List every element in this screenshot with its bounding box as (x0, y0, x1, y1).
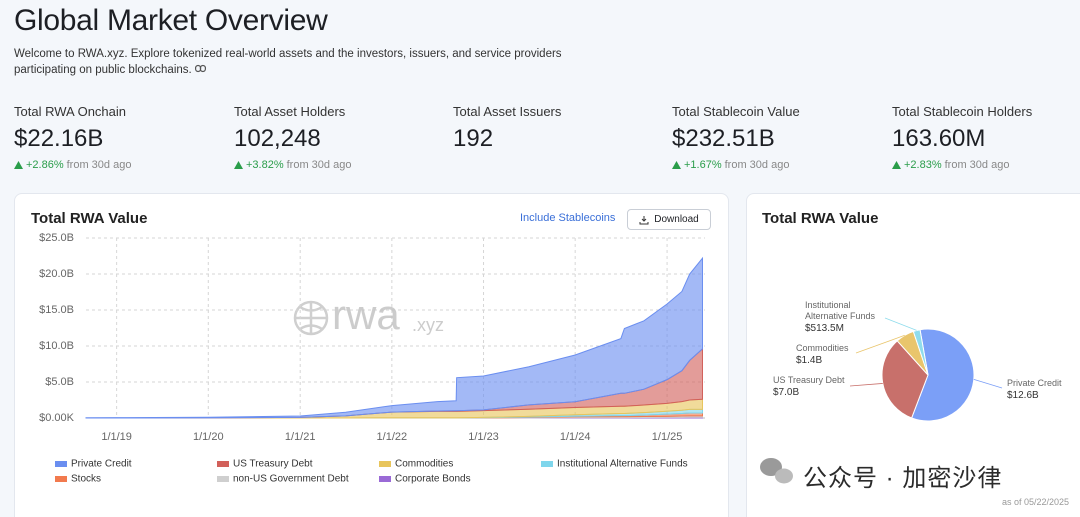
up-arrow-shape (234, 161, 243, 169)
pie-footnote: as of 05/22/2025 (1002, 497, 1070, 507)
pie-label-name: Commodities (796, 343, 849, 353)
stat-card: Total Asset Holders 102,248 +3.82% from 30d… (234, 104, 444, 171)
stat-change-percent: +2.83% (904, 159, 942, 171)
legend-label: US Treasury Debt (233, 459, 313, 470)
link-icon (194, 64, 206, 73)
legend-label: Commodities (395, 459, 453, 470)
legend-label: Corporate Bonds (395, 474, 471, 485)
stat-card: Total Stablecoin Value $232.51B +1.67% from… (672, 104, 882, 171)
stat-change-percent: +1.67% (684, 159, 722, 171)
stat-value: 102,248 (234, 125, 321, 152)
stat-card: Total Asset Issuers 192 (453, 104, 663, 153)
up-arrow (892, 161, 901, 169)
pie-value-label: $12.6B (1007, 390, 1039, 401)
stat-value: $232.51B (672, 125, 775, 152)
stat-change-period: from 30d ago (724, 159, 790, 171)
stat-change-period: from 30d ago (944, 159, 1010, 171)
leader-line (849, 383, 883, 387)
watermark-icon (293, 300, 329, 336)
y-tick-label: $0.00K (39, 412, 75, 424)
wechat-icon (760, 458, 793, 484)
watermark-name: rwa (332, 291, 400, 338)
up-arrow-shape (672, 161, 681, 169)
stat-label: Total Asset Holders (234, 104, 346, 119)
leader-line (855, 334, 905, 354)
x-tick-label: 1/1/21 (285, 431, 316, 443)
y-tick-label: $15.0B (39, 304, 74, 316)
legend-swatch (379, 476, 391, 482)
legend-swatch (541, 461, 553, 467)
y-tick-label: $25.0B (39, 232, 74, 244)
stat-change-percent: +3.82% (246, 159, 284, 171)
area-title: Total RWA Value (31, 210, 148, 227)
stat-label: Total Asset Issuers (453, 104, 562, 119)
stat-label: Total Stablecoin Holders (892, 104, 1033, 119)
leader-line (884, 317, 917, 331)
stat-change: +1.67% from 30d ago (672, 159, 882, 171)
stat-change-period: from 30d ago (66, 159, 132, 171)
area-series (85, 256, 703, 419)
legend-label: Private Credit (71, 459, 132, 470)
up-arrow (14, 161, 23, 169)
stat-value: 192 (453, 125, 494, 152)
stat-label: Total Stablecoin Value (672, 104, 800, 119)
stat-change-period: from 30d ago (286, 159, 352, 171)
download-icon (639, 215, 649, 224)
legend-swatch (55, 476, 67, 482)
legend-swatch (217, 476, 229, 482)
stat-value: $22.16B (14, 125, 104, 152)
page-description: Welcome to RWA.xyz. Explore tokenized re… (14, 46, 614, 78)
pie-value-label: $513.5M (805, 323, 844, 334)
legend-label: non-US Government Debt (233, 474, 349, 485)
stat-change: +2.86% from 30d ago (14, 159, 224, 171)
up-arrow-shape (892, 161, 901, 169)
stat-card: Total RWA Onchain $22.16B +2.86% from 30d a… (14, 104, 224, 171)
download-button[interactable]: Download (627, 209, 711, 230)
pie-label: US Treasury Debt $7.0B (773, 375, 855, 398)
pie-label-name: Institutional Alternative Funds (805, 300, 876, 321)
stat-change: +3.82% from 30d ago (234, 159, 444, 171)
x-tick-label: 1/1/25 (652, 431, 683, 443)
overlay-watermark: 公众号 · 加密沙律 (803, 465, 1003, 492)
pie-value-label: $7.0B (773, 387, 800, 398)
stat-value: 163.60M (892, 125, 986, 152)
pie-label-name: Private Credit (1007, 378, 1062, 388)
legend-swatch (379, 461, 391, 467)
stat-change: +2.83% from 30d ago (892, 159, 1080, 171)
leader-line (973, 378, 1003, 389)
stat-change-percent: +2.86% (26, 159, 64, 171)
x-tick-label: 1/1/20 (193, 431, 224, 443)
pie-label: Institutional Alternative Funds $513.5M (805, 300, 887, 334)
y-tick-label: $10.0B (39, 340, 74, 352)
stat-card: Total Stablecoin Holders 163.60M +2.83% fro… (892, 104, 1080, 171)
areas (85, 256, 703, 419)
up-arrow-shape (14, 161, 23, 169)
pie-title: Total RWA Value (762, 210, 879, 227)
y-tick-label: $20.0B (39, 268, 74, 280)
up-arrow (234, 161, 243, 169)
x-tick-label: 1/1/22 (377, 431, 408, 443)
x-tick-label: 1/1/24 (560, 431, 591, 443)
up-arrow (672, 161, 681, 169)
pie-label: Commodities $1.4B (796, 343, 878, 366)
watermark-suffix: .xyz (412, 315, 444, 335)
pie-slice (881, 340, 929, 419)
description-text: Welcome to RWA.xyz. Explore tokenized re… (14, 48, 562, 76)
x-tick-label: 1/1/19 (101, 431, 132, 443)
legend-swatch (55, 461, 67, 467)
legend-swatch (217, 461, 229, 467)
y-tick-label: $5.0B (45, 376, 74, 388)
pie-label: Private Credit $12.6B (1007, 378, 1080, 401)
pie-label-name: US Treasury Debt (773, 375, 845, 385)
legend-label: Institutional Alternative Funds (557, 459, 688, 470)
stat-label: Total RWA Onchain (14, 104, 126, 119)
x-tick-label: 1/1/23 (468, 431, 499, 443)
page-title: Global Market Overview (14, 4, 328, 37)
pie-value-label: $1.4B (796, 355, 823, 366)
include-stablecoins-toggle[interactable]: Include Stablecoins (520, 212, 616, 224)
legend-label: Stocks (71, 474, 101, 485)
download-label: Download (654, 214, 699, 225)
